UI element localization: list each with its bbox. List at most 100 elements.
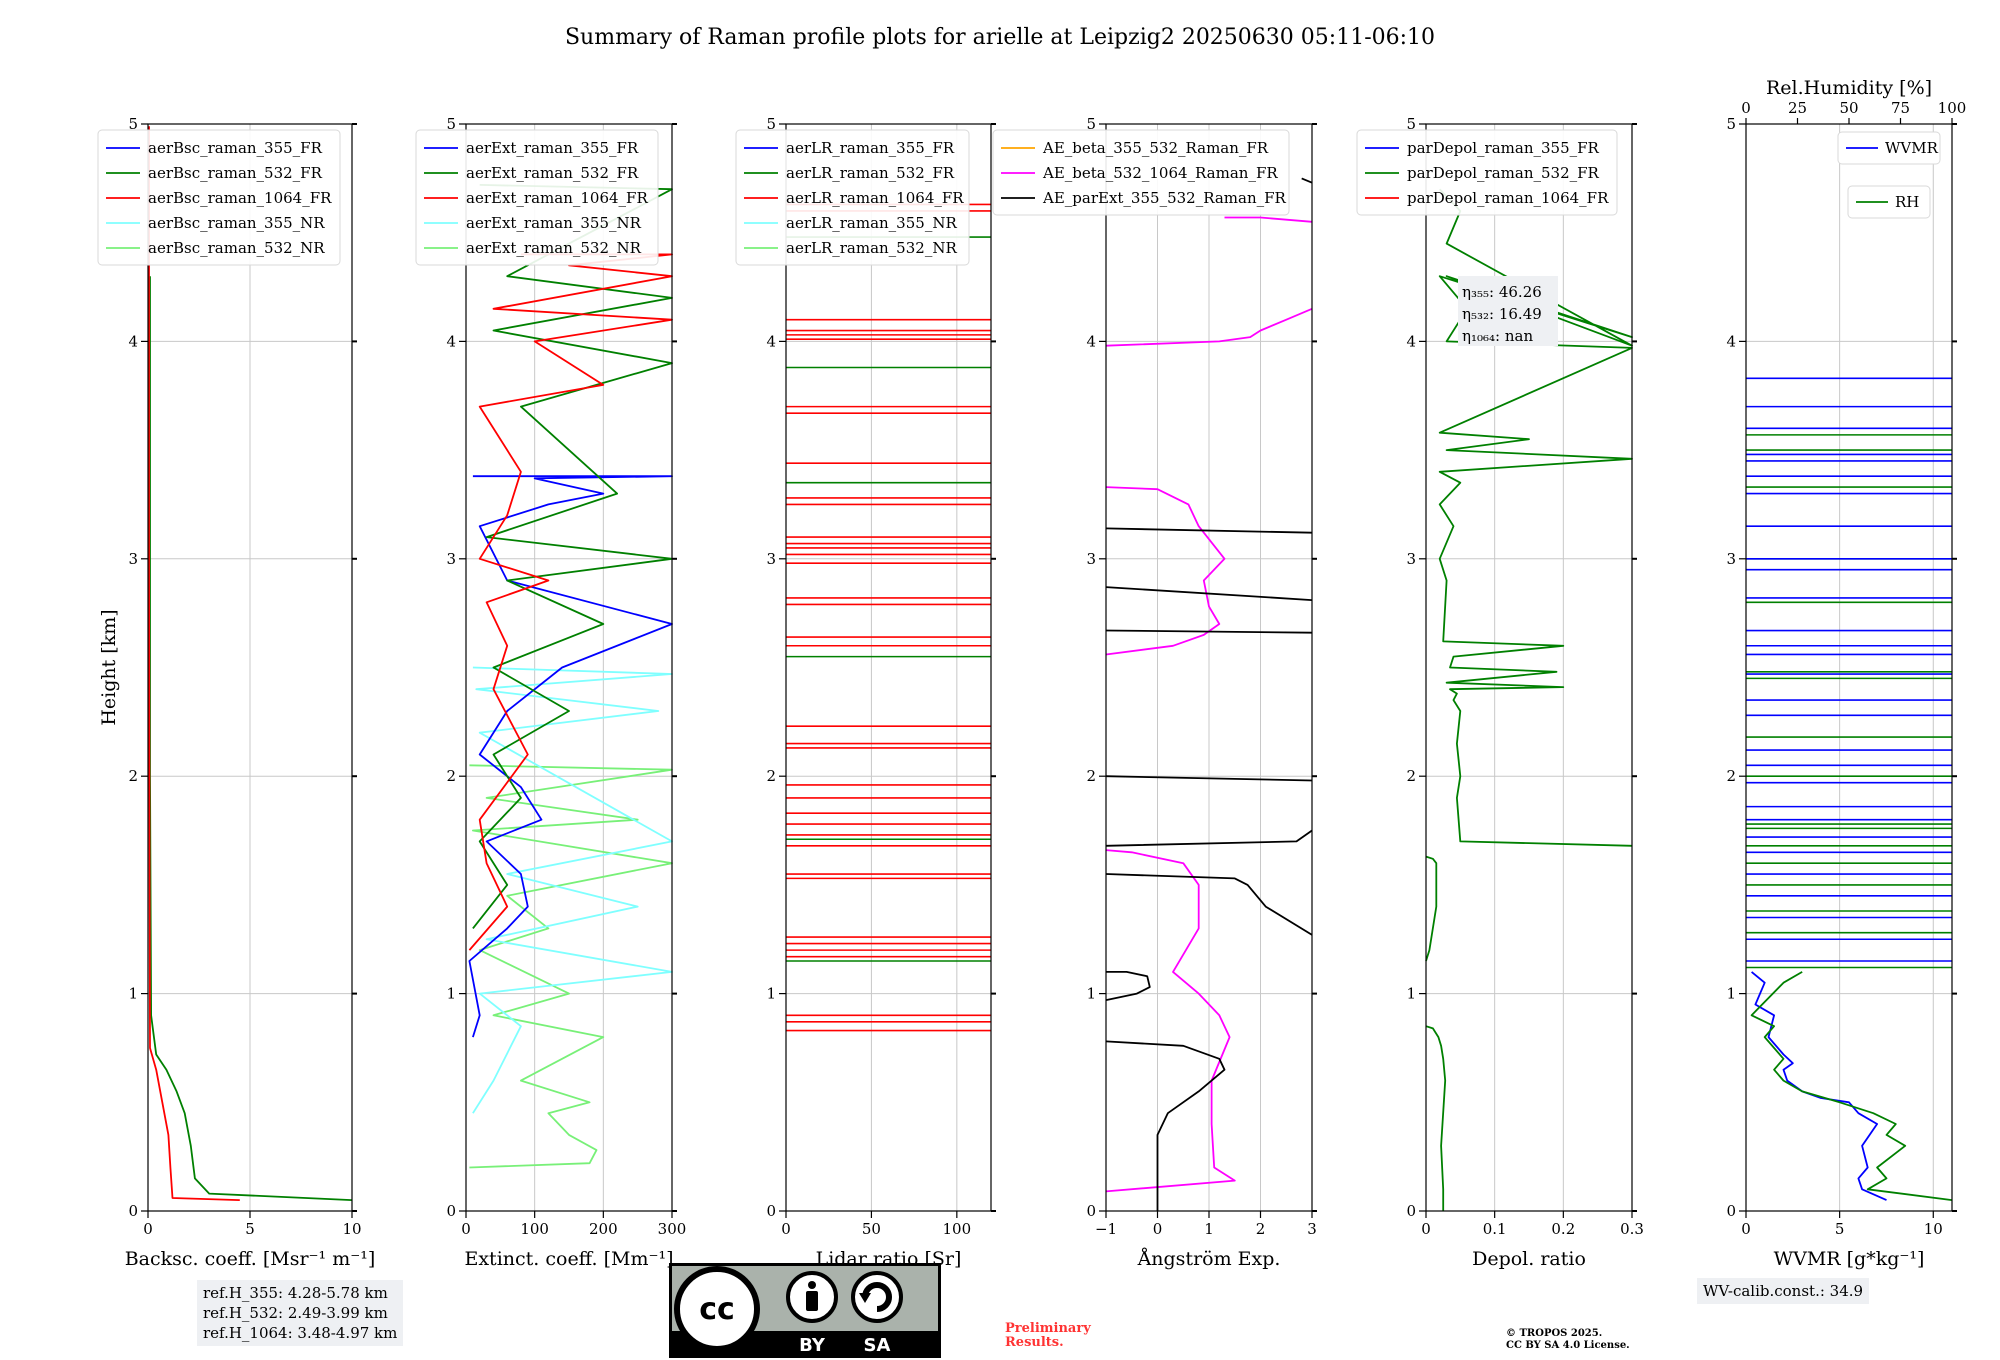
series-line-WVMR	[1751, 971, 1887, 1201]
x-tick-label: 5	[1835, 1220, 1845, 1238]
x-tick-label: 2	[1256, 1220, 1266, 1238]
ref-h-532: ref.H_532: 2.49-3.99 km	[203, 1304, 388, 1322]
x-axis-label: Ångström Exp.	[1137, 1248, 1281, 1270]
legend-label: parDepol_raman_355_FR	[1407, 139, 1600, 157]
y-tick-label: 5	[766, 115, 776, 133]
cc-license-badge[interactable]: cc BY SA	[669, 1263, 941, 1358]
y-tick-label: 1	[446, 985, 456, 1003]
legend-label: aerLR_raman_532_NR	[786, 239, 957, 257]
x-tick-label: 0	[1153, 1220, 1163, 1238]
sa-label: SA	[864, 1335, 891, 1356]
y-tick-label: 0	[1726, 1202, 1736, 1220]
x-tick-label: 0	[461, 1220, 471, 1238]
series-line-aerExt_raman_1064_FR	[468, 253, 673, 951]
series-line-AE_parExt_355_532_Raman_FR	[1105, 527, 1313, 534]
panel-backscatter: 0 1 2 3 4 5 0 5 10 Backsc. coeff. [Msr⁻¹ m⁻¹] Heig…	[97, 115, 376, 1270]
wv-calibration-box: WV-calib.const.: 34.9	[1697, 1278, 1870, 1304]
share-alike-icon	[851, 1271, 903, 1323]
share-alike-arrow	[859, 1293, 871, 1303]
x-tick-label: 10	[342, 1220, 361, 1238]
eta-annotation-line: η₃₅₅: 46.26	[1462, 283, 1542, 301]
y-tick-label: 2	[1086, 767, 1096, 785]
x2-tick-label: 50	[1839, 99, 1858, 117]
x-tick-label: 200	[589, 1220, 618, 1238]
series-line-aerExt_raman_355_FR	[468, 475, 673, 1038]
y-tick-label: 5	[1406, 115, 1416, 133]
cc-logo-text: cc	[699, 1292, 735, 1327]
x2-tick-label: 25	[1788, 99, 1807, 117]
legend-label: aerBsc_raman_1064_FR	[148, 189, 332, 207]
legend-label: aerLR_raman_355_NR	[786, 214, 957, 232]
legend-label: AE_beta_355_532_Raman_FR	[1042, 139, 1269, 157]
x-tick-label: 0	[1741, 1220, 1751, 1238]
y-tick-label: 4	[1406, 332, 1416, 350]
y-tick-label: 4	[446, 332, 456, 350]
series-line-AE_parExt_355_532_Raman_FR	[1105, 586, 1313, 601]
series-line-aerExt_raman_532_NR	[469, 764, 673, 1169]
legend-box	[1356, 129, 1618, 216]
eta-annotation-line: η₁₀₆₄: nan	[1462, 327, 1533, 345]
eta-annotation-box	[1458, 276, 1558, 346]
y-tick-label: 2	[446, 767, 456, 785]
axes-frame	[785, 123, 992, 1212]
legend-label: WVMR	[1885, 139, 1939, 157]
legend-label: aerExt_raman_355_FR	[466, 139, 639, 157]
axes-frame	[1425, 123, 1633, 1212]
y-tick-label: 2	[766, 767, 776, 785]
series-line-AE_beta_532_1064_Raman_FR	[1105, 849, 1236, 1193]
x-tick-label: 1	[1204, 1220, 1214, 1238]
by-label: BY	[799, 1335, 826, 1356]
y-tick-label: 0	[1406, 1202, 1416, 1220]
y-tick-label: 4	[1726, 332, 1736, 350]
attribution-icon-body	[806, 1291, 818, 1311]
x-axis-label: Extinct. coeff. [Mm⁻¹]	[464, 1248, 673, 1270]
x-tick-label: −1	[1095, 1220, 1117, 1238]
legend-label: AE_beta_532_1064_Raman_FR	[1042, 164, 1278, 182]
x-axis-label: WVMR [g*kg⁻¹]	[1774, 1248, 1925, 1270]
x-tick-label: 100	[520, 1220, 549, 1238]
y-tick-label: 2	[1726, 767, 1736, 785]
ref-h-1064: ref.H_1064: 3.48-4.97 km	[203, 1324, 398, 1342]
x-tick-label: 0	[1421, 1220, 1431, 1238]
x-tick-label: 0	[781, 1220, 791, 1238]
legend-box	[415, 129, 659, 266]
series-line-aerExt_raman_532_FR	[472, 184, 673, 929]
x2-axis-label: Rel.Humidity [%]	[1766, 77, 1932, 99]
x-tick-label: 10	[1924, 1220, 1943, 1238]
y-tick-label: 1	[766, 985, 776, 1003]
series-line-parDepol_raman_532_FR	[1425, 1025, 1447, 1211]
reference-height-box: ref.H_355: 4.28-5.78 km ref.H_532: 2.49-…	[197, 1280, 404, 1346]
series-line-AE_parExt_355_532_Raman_FR	[1105, 829, 1313, 847]
y-tick-label: 2	[1406, 767, 1416, 785]
x-axis-label: Backsc. coeff. [Msr⁻¹ m⁻¹]	[125, 1248, 376, 1270]
legend-label: aerExt_raman_532_NR	[466, 239, 642, 257]
series-line-AE_beta_532_1064_Raman_FR	[1224, 216, 1313, 223]
legend-label: aerLR_raman_355_FR	[786, 139, 955, 157]
x-tick-label: 0	[143, 1220, 153, 1238]
legend-label: AE_parExt_355_532_Raman_FR	[1042, 189, 1287, 207]
series-line-AE_parExt_355_532_Raman_FR	[1301, 177, 1313, 184]
y-tick-label: 0	[128, 1202, 138, 1220]
legend-label: parDepol_raman_532_FR	[1407, 164, 1600, 182]
series-line-RH	[1750, 971, 1953, 1201]
legend-label: aerExt_raman_532_FR	[466, 164, 639, 182]
legend-box	[97, 129, 341, 266]
series-line-aerBsc_raman_532_FR	[149, 276, 353, 1201]
legend-label: aerBsc_raman_355_FR	[148, 139, 323, 157]
legend-box-RH	[1847, 185, 1931, 219]
y-tick-label: 4	[766, 332, 776, 350]
legend-box-WVMR	[1837, 131, 1941, 165]
x2-tick-label: 100	[1938, 99, 1967, 117]
legend-label: aerLR_raman_1064_FR	[786, 189, 964, 207]
ref-h-355: ref.H_355: 4.28-5.78 km	[203, 1284, 388, 1302]
y-tick-label: 0	[1086, 1202, 1096, 1220]
legend-box	[735, 129, 970, 266]
series-line-AE_parExt_355_532_Raman_FR	[1105, 1040, 1226, 1211]
y-axis-label: Height [km]	[98, 609, 120, 725]
y-tick-label: 3	[446, 550, 456, 568]
legend-label: parDepol_raman_1064_FR	[1407, 189, 1609, 207]
series-line-AE_parExt_355_532_Raman_FR	[1105, 971, 1151, 1001]
legend-box	[992, 129, 1290, 216]
